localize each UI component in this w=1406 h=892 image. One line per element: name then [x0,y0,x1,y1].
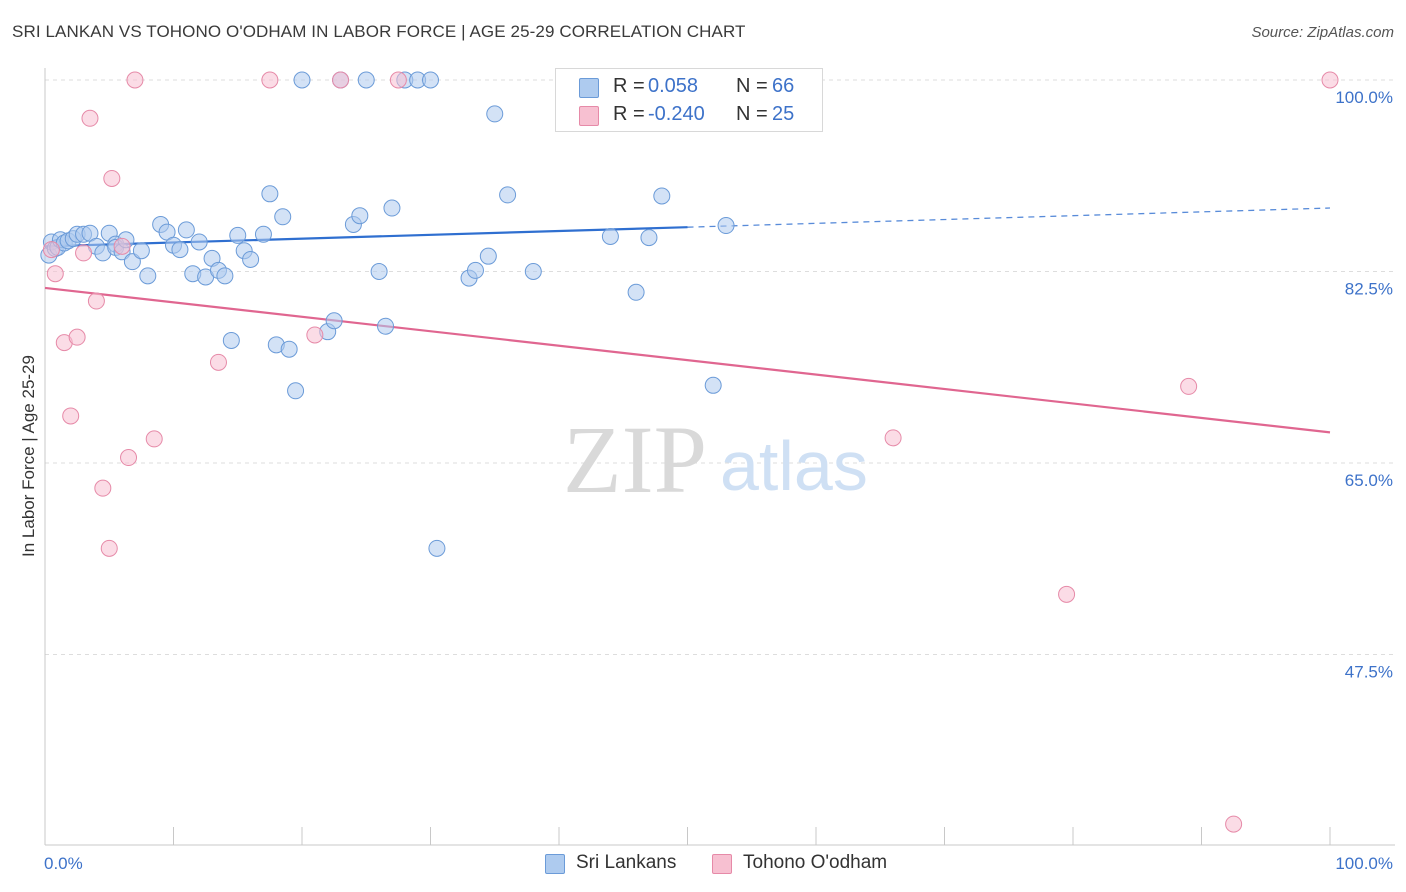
point-sri-lankans [640,229,658,247]
point-tohono-oodham [113,237,131,255]
trend-line-sri-lankans [44,226,688,248]
point-tohono-oodham [94,479,112,497]
point-sri-lankans [123,253,141,271]
point-tohono-oodham [62,407,80,425]
y-tick-label: 82.5% [1345,280,1393,299]
point-tohono-oodham [46,265,64,283]
point-tohono-oodham [261,71,279,89]
stats-legend-row-tohono: R = -0.240 N = 25 [556,101,822,129]
point-sri-lankans [325,312,343,330]
point-tohono-oodham [42,241,60,259]
point-tohono-oodham [884,429,902,447]
point-sri-lankans [357,71,375,89]
point-sri-lankans [717,217,735,235]
pink-swatch-icon [579,106,599,126]
x-tick-label: 100.0% [1335,854,1393,873]
point-sri-lankans [222,331,240,349]
data-points [40,71,1339,833]
point-sri-lankans [171,241,189,259]
point-sri-lankans [177,221,195,239]
point-tohono-oodham [81,109,99,127]
trend-line-sri-lankans-extension [687,207,1331,228]
point-sri-lankans [261,185,279,203]
point-sri-lankans [486,105,504,123]
point-sri-lankans [422,71,439,89]
point-tohono-oodham [1058,585,1076,603]
point-tohono-oodham [1180,377,1198,395]
point-tohono-oodham [209,353,227,371]
point-tohono-oodham [100,539,118,557]
source-label: Source: ZipAtlas.com [1251,24,1394,41]
r-label: R = [613,75,645,97]
point-sri-lankans [287,382,305,400]
point-tohono-oodham [68,328,86,346]
point-sri-lankans [229,226,247,244]
point-tohono-oodham [103,169,121,187]
point-sri-lankans [428,539,446,557]
trend-lines [44,207,1331,434]
y-axis-label: In Labor Force | Age 25-29 [19,355,38,557]
chart-title: SRI LANKAN VS TOHONO O'ODHAM IN LABOR FO… [12,22,746,41]
legend-label: Tohono O'odham [743,852,888,873]
blue-swatch-icon [545,854,565,874]
point-tohono-oodham [389,71,407,89]
legend-label: Sri Lankans [576,852,677,873]
point-sri-lankans [351,207,369,225]
point-sri-lankans [254,225,272,243]
point-sri-lankans [242,250,260,268]
point-sri-lankans [216,267,234,285]
n-label: N = [736,103,768,125]
point-sri-lankans [524,263,542,280]
point-sri-lankans [377,317,395,335]
r-value: -0.240 [648,103,705,125]
point-sri-lankans [466,261,484,279]
tick-labels: 100.0% 82.5% 65.0% 47.5% 0.0% 100.0% [44,88,1393,873]
r-value: 0.058 [648,75,699,97]
watermark-zip: ZIP [563,406,707,513]
blue-swatch-icon [579,78,599,98]
point-sri-lankans [383,199,401,217]
trend-line-tohono-oodham [44,286,1331,434]
point-sri-lankans [280,340,298,358]
point-sri-lankans [704,376,722,394]
point-sri-lankans [293,71,311,89]
point-tohono-oodham [1321,71,1339,89]
stats-legend-row-sri-lankans: R = 0.058 N = 66 [556,73,822,101]
pink-swatch-icon [712,854,732,874]
point-sri-lankans [499,186,517,204]
point-sri-lankans [139,267,157,285]
point-tohono-oodham [306,326,324,344]
n-value: 25 [772,103,795,125]
point-sri-lankans [627,283,645,301]
point-sri-lankans [370,263,388,280]
point-tohono-oodham [120,449,138,467]
point-tohono-oodham [145,430,163,448]
stats-legend: R = 0.058 N = 66 R = -0.240 N = 25 [555,68,823,132]
axes [44,68,1395,846]
point-sri-lankans [190,233,208,251]
y-tick-label: 100.0% [1335,88,1393,107]
grid-lines [45,79,1395,655]
point-tohono-oodham [75,244,93,262]
watermark: ZIP atlas [563,406,868,513]
point-tohono-oodham [87,292,105,310]
y-tick-label: 47.5% [1345,663,1393,682]
watermark-atlas: atlas [720,427,868,505]
point-sri-lankans [274,208,292,226]
point-sri-lankans [601,227,619,245]
point-tohono-oodham [126,71,144,89]
x-tick-label: 0.0% [44,854,83,873]
point-sri-lankans [653,187,671,205]
n-label: N = [736,75,768,97]
point-tohono-oodham [332,71,350,89]
point-tohono-oodham [1225,815,1243,833]
point-sri-lankans [479,247,497,265]
point-sri-lankans [132,242,150,260]
y-tick-label: 65.0% [1345,471,1393,490]
r-label: R = [613,103,645,125]
n-value: 66 [772,75,795,97]
